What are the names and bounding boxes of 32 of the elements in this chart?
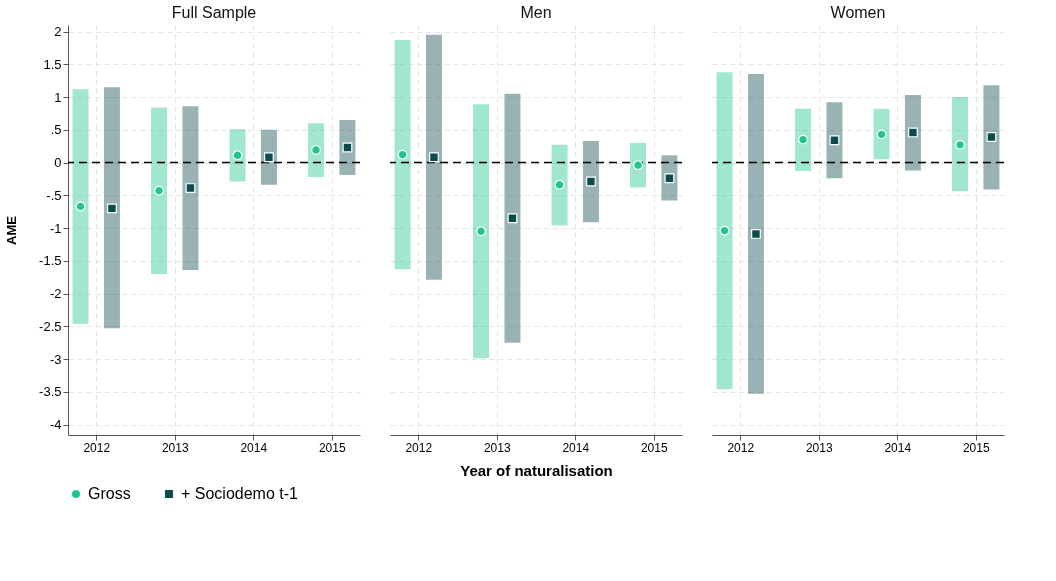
y-tick-label: -4 xyxy=(49,417,62,433)
x-tick-label: 2014 xyxy=(240,440,268,455)
chart-title: Women xyxy=(830,4,886,21)
y-axis-title: AME xyxy=(4,215,20,245)
y-tick-label: -3 xyxy=(49,351,62,367)
x-tick-label: 2012 xyxy=(83,440,111,455)
y-tick-label: -1.5 xyxy=(39,253,62,269)
y-tick-label: 2 xyxy=(54,24,62,40)
y-tick-label: 0 xyxy=(54,155,62,171)
x-tick-label: 2014 xyxy=(562,440,590,455)
y-tick-label: 1.5 xyxy=(43,56,62,72)
y-tick-label: -1 xyxy=(49,220,62,236)
x-tick-label: 2013 xyxy=(805,440,833,455)
x-tick-label: 2013 xyxy=(161,440,189,455)
y-tick-label: -3.5 xyxy=(39,384,62,400)
x-tick-label: 2012 xyxy=(727,440,755,455)
legend-label: + Sociodemo t-1 xyxy=(181,485,299,502)
y-tick-label: -2 xyxy=(49,286,62,302)
x-tick-label: 2015 xyxy=(962,440,990,455)
x-tick-label: 2015 xyxy=(640,440,668,455)
x-tick-label: 2014 xyxy=(884,440,912,455)
chart-title: Men xyxy=(520,4,552,21)
x-tick-label: 2013 xyxy=(483,440,511,455)
y-tick-label: 1 xyxy=(54,89,62,105)
x-tick-label: 2012 xyxy=(405,440,433,455)
y-tick-label: -.5 xyxy=(46,187,62,203)
x-tick-label: 2015 xyxy=(318,440,346,455)
chart-title: Full Sample xyxy=(171,4,257,21)
legend-label: Gross xyxy=(88,485,131,502)
y-tick-label: .5 xyxy=(50,122,62,138)
x-axis-title: Year of naturalisation xyxy=(460,461,613,479)
y-tick-label: -2.5 xyxy=(39,318,62,334)
